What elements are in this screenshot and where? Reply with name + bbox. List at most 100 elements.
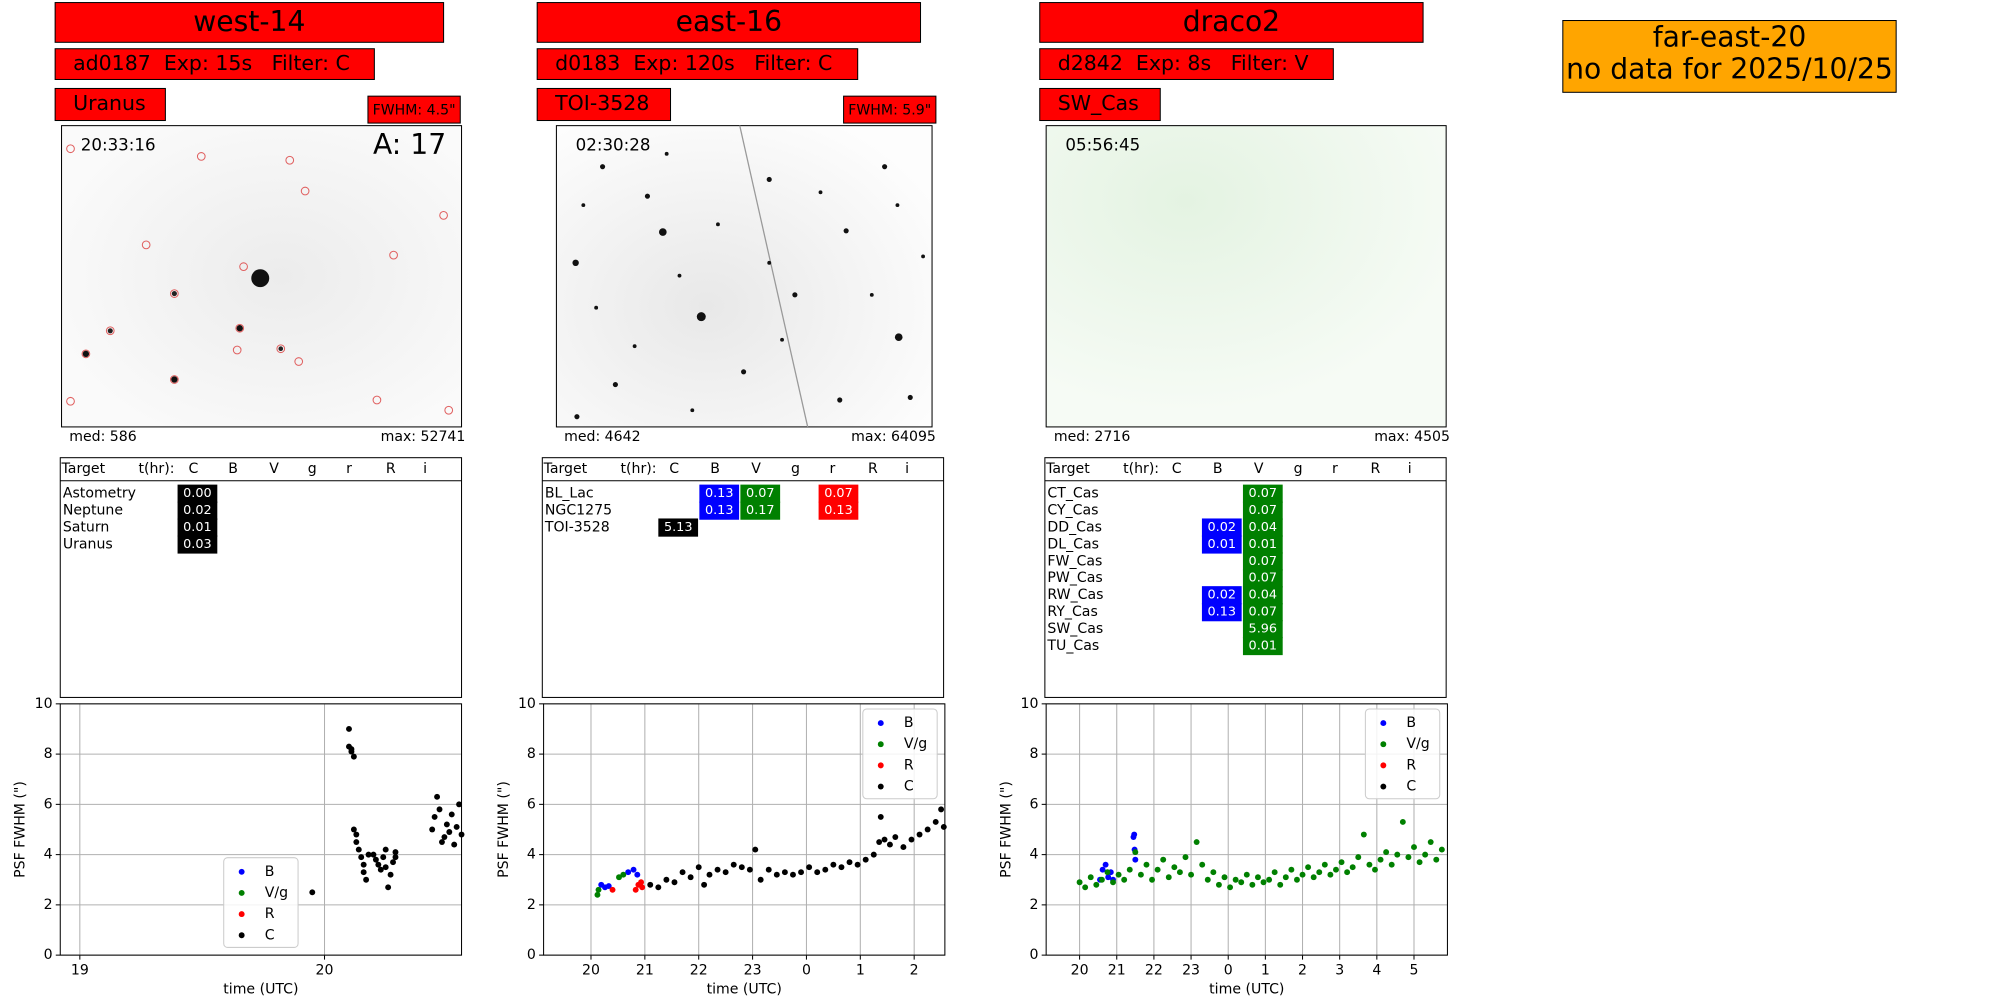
- table-cell-value: 0.02: [183, 503, 212, 518]
- data-point: [1204, 876, 1211, 883]
- data-point: [360, 869, 367, 876]
- data-point: [382, 846, 389, 853]
- data-point: [1411, 844, 1417, 851]
- y-tick-label: 6: [44, 796, 53, 812]
- legend-marker: [877, 762, 884, 769]
- data-point: [1099, 866, 1106, 873]
- data-point: [1132, 856, 1139, 863]
- data-point: [1110, 879, 1116, 886]
- data-point: [938, 806, 945, 813]
- data-point: [639, 884, 646, 891]
- data-point: [1143, 861, 1150, 868]
- data-point: [1377, 856, 1384, 863]
- data-point: [679, 869, 686, 876]
- data-point: [1160, 856, 1167, 863]
- table-header: Target: [61, 461, 106, 477]
- table-cell: [1201, 603, 1242, 622]
- data-point: [798, 869, 805, 876]
- data-point: [1294, 876, 1300, 883]
- data-point: [781, 869, 788, 876]
- table-cell-value: 0.02: [1208, 588, 1237, 603]
- data-point: [1305, 864, 1312, 871]
- table-header: B: [1213, 461, 1223, 477]
- x-tick-label: 0: [802, 963, 811, 979]
- data-point: [1360, 831, 1367, 838]
- table-cell: [177, 518, 218, 537]
- table-header: i: [1408, 461, 1412, 477]
- data-point: [647, 881, 654, 888]
- data-point: [443, 821, 450, 828]
- notice-box: [1562, 20, 1897, 93]
- table-cell: [1201, 586, 1242, 605]
- data-point: [1277, 881, 1284, 888]
- data-point: [932, 819, 939, 825]
- table-cell: [177, 501, 218, 520]
- data-point: [1132, 849, 1139, 856]
- y-axis-label: PSF FWHM ("): [13, 781, 29, 878]
- data-point: [446, 829, 453, 835]
- table-frame: [59, 457, 463, 698]
- table-target: Saturn: [63, 519, 110, 535]
- data-point: [714, 866, 721, 873]
- data-point: [1422, 851, 1429, 858]
- legend-marker: [877, 783, 884, 790]
- image-time: 02:30:28: [576, 136, 651, 155]
- data-point: [350, 826, 357, 833]
- table-cell-value: 5.13: [664, 520, 693, 535]
- table-cell: [1242, 501, 1283, 520]
- legend-label: R: [265, 906, 275, 922]
- table-target: CT_Cas: [1047, 486, 1098, 502]
- data-point: [1355, 854, 1362, 861]
- x-tick-label: 23: [1182, 963, 1200, 979]
- y-tick-label: 10: [35, 696, 53, 712]
- table-header: r: [346, 461, 352, 477]
- image-median: med: 2716: [1054, 429, 1130, 445]
- legend-box: [1364, 708, 1441, 800]
- table-cell: [818, 501, 859, 520]
- table-header: R: [868, 461, 878, 477]
- data-point: [638, 879, 645, 886]
- data-point: [806, 864, 813, 871]
- x-tick-label: 2: [910, 963, 919, 979]
- data-point: [838, 864, 845, 871]
- table-header: R: [386, 461, 396, 477]
- fwhm-label: FWHM: 4.5": [373, 102, 456, 118]
- data-point: [706, 871, 713, 878]
- data-point: [594, 891, 601, 898]
- target-name: Uranus: [73, 91, 146, 115]
- table-header: r: [829, 461, 835, 477]
- data-point: [757, 876, 764, 883]
- data-point: [348, 748, 355, 755]
- table-header: r: [1332, 461, 1338, 477]
- data-point: [1399, 819, 1406, 825]
- x-tick-label: 20: [582, 963, 600, 979]
- legend-marker: [1380, 741, 1387, 748]
- data-point: [1383, 849, 1390, 856]
- legend-label: R: [904, 757, 914, 773]
- table-target: DD_Cas: [1047, 519, 1102, 535]
- data-point: [436, 806, 443, 813]
- table-cell-value: 0.02: [1208, 520, 1237, 535]
- table-cell-value: 0.17: [746, 503, 775, 518]
- table-header: C: [669, 461, 679, 477]
- data-point: [1082, 884, 1089, 891]
- table-cell: [740, 484, 781, 503]
- data-point: [862, 856, 869, 863]
- table-cell: [658, 518, 699, 537]
- x-tick-label: 0: [1224, 963, 1233, 979]
- image-median: med: 4642: [564, 429, 640, 445]
- data-point: [1427, 839, 1434, 845]
- plot-frame: [543, 703, 946, 956]
- notice-line: far-east-20: [1653, 20, 1807, 53]
- table-header: t(hr):: [621, 461, 657, 477]
- data-point: [1271, 869, 1278, 876]
- table-header: R: [1371, 461, 1381, 477]
- table-cell-value: 0.04: [1249, 588, 1278, 603]
- data-point: [1215, 881, 1222, 888]
- table-cell: [818, 484, 859, 503]
- data-point: [434, 793, 441, 800]
- data-point: [1171, 864, 1178, 871]
- table-target: CY_Cas: [1047, 503, 1098, 519]
- image-time: 20:33:16: [81, 136, 156, 155]
- data-point: [916, 831, 923, 838]
